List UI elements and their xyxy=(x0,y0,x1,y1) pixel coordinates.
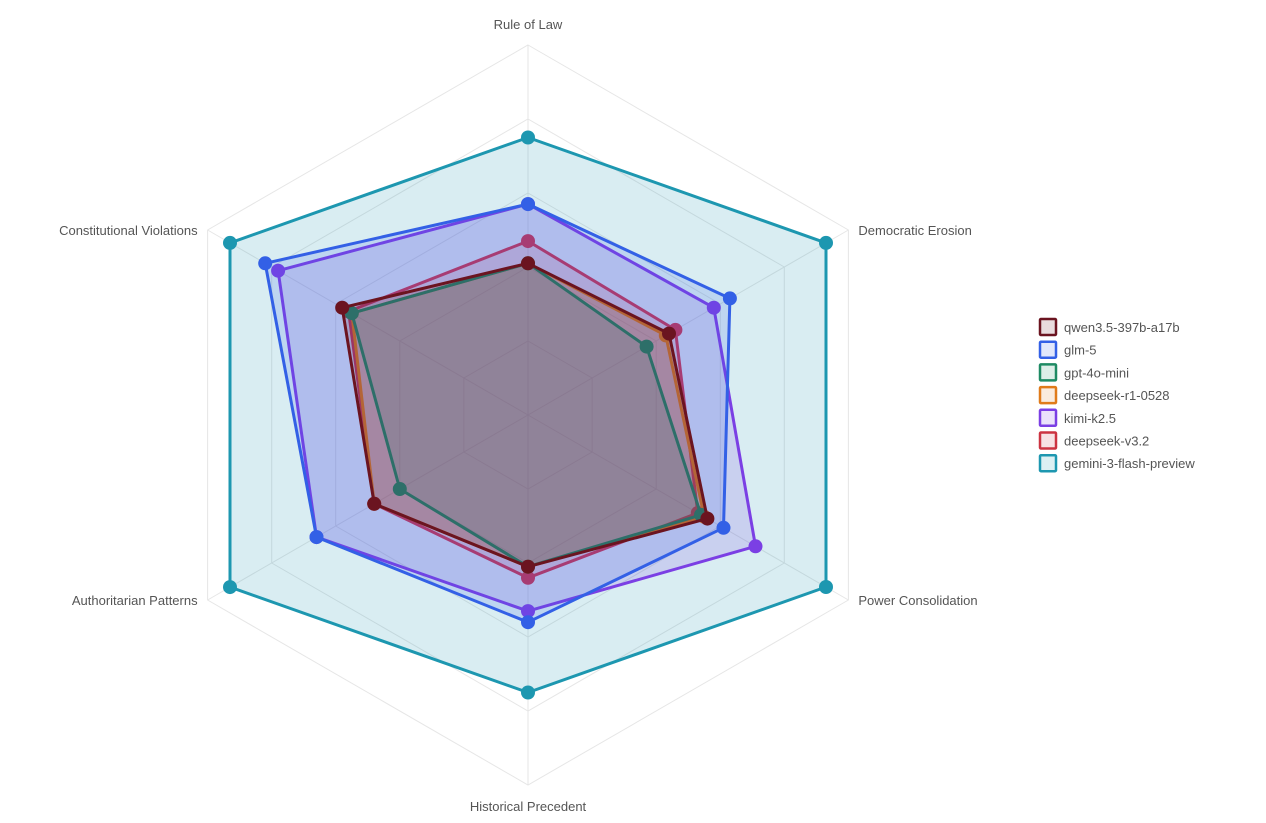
legend-swatch xyxy=(1038,363,1058,382)
data-point xyxy=(223,235,237,250)
axis-label: Historical Precedent xyxy=(470,799,587,814)
legend-label: glm-5 xyxy=(1064,343,1097,358)
axis-label: Constitutional Violations xyxy=(59,223,198,238)
data-point xyxy=(722,291,737,306)
series-layer xyxy=(223,130,833,700)
series-qwen3.5-397b-a17b xyxy=(335,256,715,574)
legend-item: deepseek-r1-0528 xyxy=(1038,385,1170,405)
series-glm-5 xyxy=(258,197,737,630)
data-point xyxy=(309,530,324,545)
legend-item: kimi-k2.5 xyxy=(1038,408,1116,428)
legend-item: gemini-3-flash-preview xyxy=(1038,453,1195,473)
data-point xyxy=(748,539,763,554)
legend-swatch xyxy=(1038,408,1058,428)
data-point xyxy=(521,197,535,212)
legend-swatch xyxy=(1038,385,1058,405)
axis-label: Power Consolidation xyxy=(858,593,977,608)
data-point xyxy=(662,326,676,341)
data-point xyxy=(521,234,535,249)
legend-label: deepseek-v3.2 xyxy=(1064,434,1149,449)
data-point xyxy=(521,615,535,630)
axis-label: Rule of Law xyxy=(494,17,563,32)
axis-label: Authoritarian Patterns xyxy=(72,593,198,608)
legend-swatch xyxy=(1038,431,1058,450)
legend: qwen3.5-397b-a17b glm-5 gpt-4o-mini deepsee… xyxy=(1038,317,1195,473)
legend-label: gemini-3-flash-preview xyxy=(1064,456,1195,471)
data-point xyxy=(706,300,721,315)
data-point xyxy=(521,130,535,145)
grid-spoke xyxy=(207,414,529,601)
axis-label: Democratic Erosion xyxy=(858,223,971,238)
legend-swatch xyxy=(1038,453,1058,473)
data-point xyxy=(700,511,715,526)
data-point xyxy=(639,339,654,354)
data-point xyxy=(335,300,350,315)
legend-item: deepseek-v3.2 xyxy=(1038,431,1149,450)
data-point xyxy=(367,496,382,511)
data-point xyxy=(521,685,535,700)
data-point xyxy=(223,580,237,595)
data-point xyxy=(392,482,407,496)
legend-label: qwen3.5-397b-a17b xyxy=(1064,320,1180,335)
legend-label: gpt-4o-mini xyxy=(1064,365,1129,380)
legend-item: qwen3.5-397b-a17b xyxy=(1038,317,1180,337)
data-point xyxy=(521,604,535,619)
legend-label: kimi-k2.5 xyxy=(1064,411,1116,426)
axis-labels: Rule of Law Democratic Erosion Power Conso… xyxy=(59,17,978,814)
data-point xyxy=(521,256,535,271)
data-point xyxy=(271,263,286,278)
legend-item: gpt-4o-mini xyxy=(1038,363,1129,382)
legend-label: deepseek-r1-0528 xyxy=(1064,388,1170,403)
series-gemini-3-flash-preview xyxy=(223,130,833,700)
data-point xyxy=(819,235,833,250)
data-point xyxy=(258,256,273,271)
data-point xyxy=(521,559,535,574)
legend-item: glm-5 xyxy=(1038,340,1097,359)
data-point xyxy=(819,580,833,594)
grid-spoke xyxy=(527,414,849,601)
data-point xyxy=(716,520,731,535)
legend-swatch xyxy=(1038,340,1058,359)
radar-grid xyxy=(207,44,849,786)
legend-swatch xyxy=(1038,317,1058,337)
grid-spoke xyxy=(527,229,849,416)
data-point xyxy=(521,570,535,585)
